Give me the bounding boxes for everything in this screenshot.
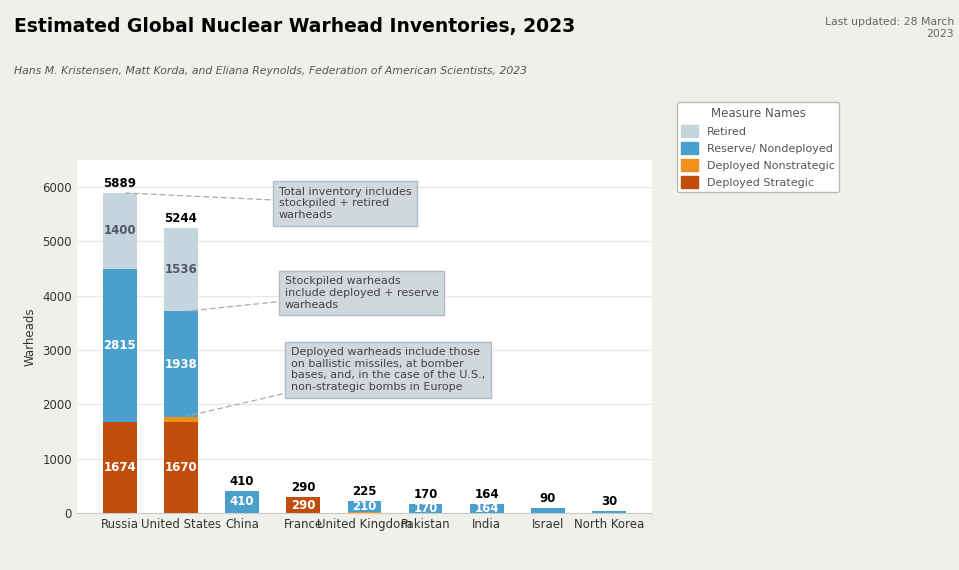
Text: 1536: 1536 [165, 263, 198, 276]
Text: 5244: 5244 [164, 212, 198, 225]
Text: 210: 210 [352, 500, 377, 513]
Text: 410: 410 [230, 495, 254, 508]
Bar [593, 511, 626, 513]
Bar [164, 228, 198, 311]
Bar [347, 512, 382, 513]
Text: Last updated: 28 March
2023: Last updated: 28 March 2023 [825, 17, 954, 39]
Text: Hans M. Kristensen, Matt Korda, and Eliana Reynolds, Federation of American Scie: Hans M. Kristensen, Matt Korda, and Elia… [14, 66, 527, 76]
Y-axis label: Warheads: Warheads [24, 307, 36, 365]
Text: 164: 164 [475, 488, 499, 501]
Text: 1938: 1938 [165, 357, 198, 370]
Bar [531, 508, 565, 513]
Bar [164, 422, 198, 513]
Text: 1400: 1400 [104, 225, 136, 237]
Text: 290: 290 [291, 499, 316, 512]
Bar [287, 497, 320, 513]
Text: Total inventory includes
stockpiled + retired
warheads: Total inventory includes stockpiled + re… [126, 187, 411, 220]
Bar [164, 311, 198, 417]
Text: 2815: 2815 [104, 339, 136, 352]
Bar [225, 491, 259, 513]
Text: 164: 164 [475, 502, 499, 515]
Text: Deployed warheads include those
on ballistic missiles, at bomber
bases, and, in : Deployed warheads include those on balli… [187, 347, 485, 416]
Bar [347, 501, 382, 512]
Bar [103, 422, 136, 513]
Text: 5889: 5889 [104, 177, 136, 190]
Text: 30: 30 [601, 495, 618, 508]
Text: 290: 290 [291, 481, 316, 494]
Bar [470, 504, 503, 513]
Bar [103, 269, 136, 422]
Text: 410: 410 [230, 475, 254, 488]
Text: 170: 170 [413, 502, 438, 515]
Bar [164, 417, 198, 422]
Text: 1670: 1670 [165, 461, 198, 474]
Text: 225: 225 [352, 484, 377, 498]
Text: Stockpiled warheads
include deployed + reserve
warheads: Stockpiled warheads include deployed + r… [187, 276, 439, 311]
Legend: Retired, Reserve/ Nondeployed, Deployed Nonstrategic, Deployed Strategic: Retired, Reserve/ Nondeployed, Deployed … [677, 103, 839, 192]
Bar [409, 504, 442, 513]
Text: Estimated Global Nuclear Warhead Inventories, 2023: Estimated Global Nuclear Warhead Invento… [14, 17, 575, 36]
Text: 1674: 1674 [104, 461, 136, 474]
Bar [103, 193, 136, 269]
Text: 170: 170 [413, 488, 438, 501]
Text: 90: 90 [540, 492, 556, 505]
